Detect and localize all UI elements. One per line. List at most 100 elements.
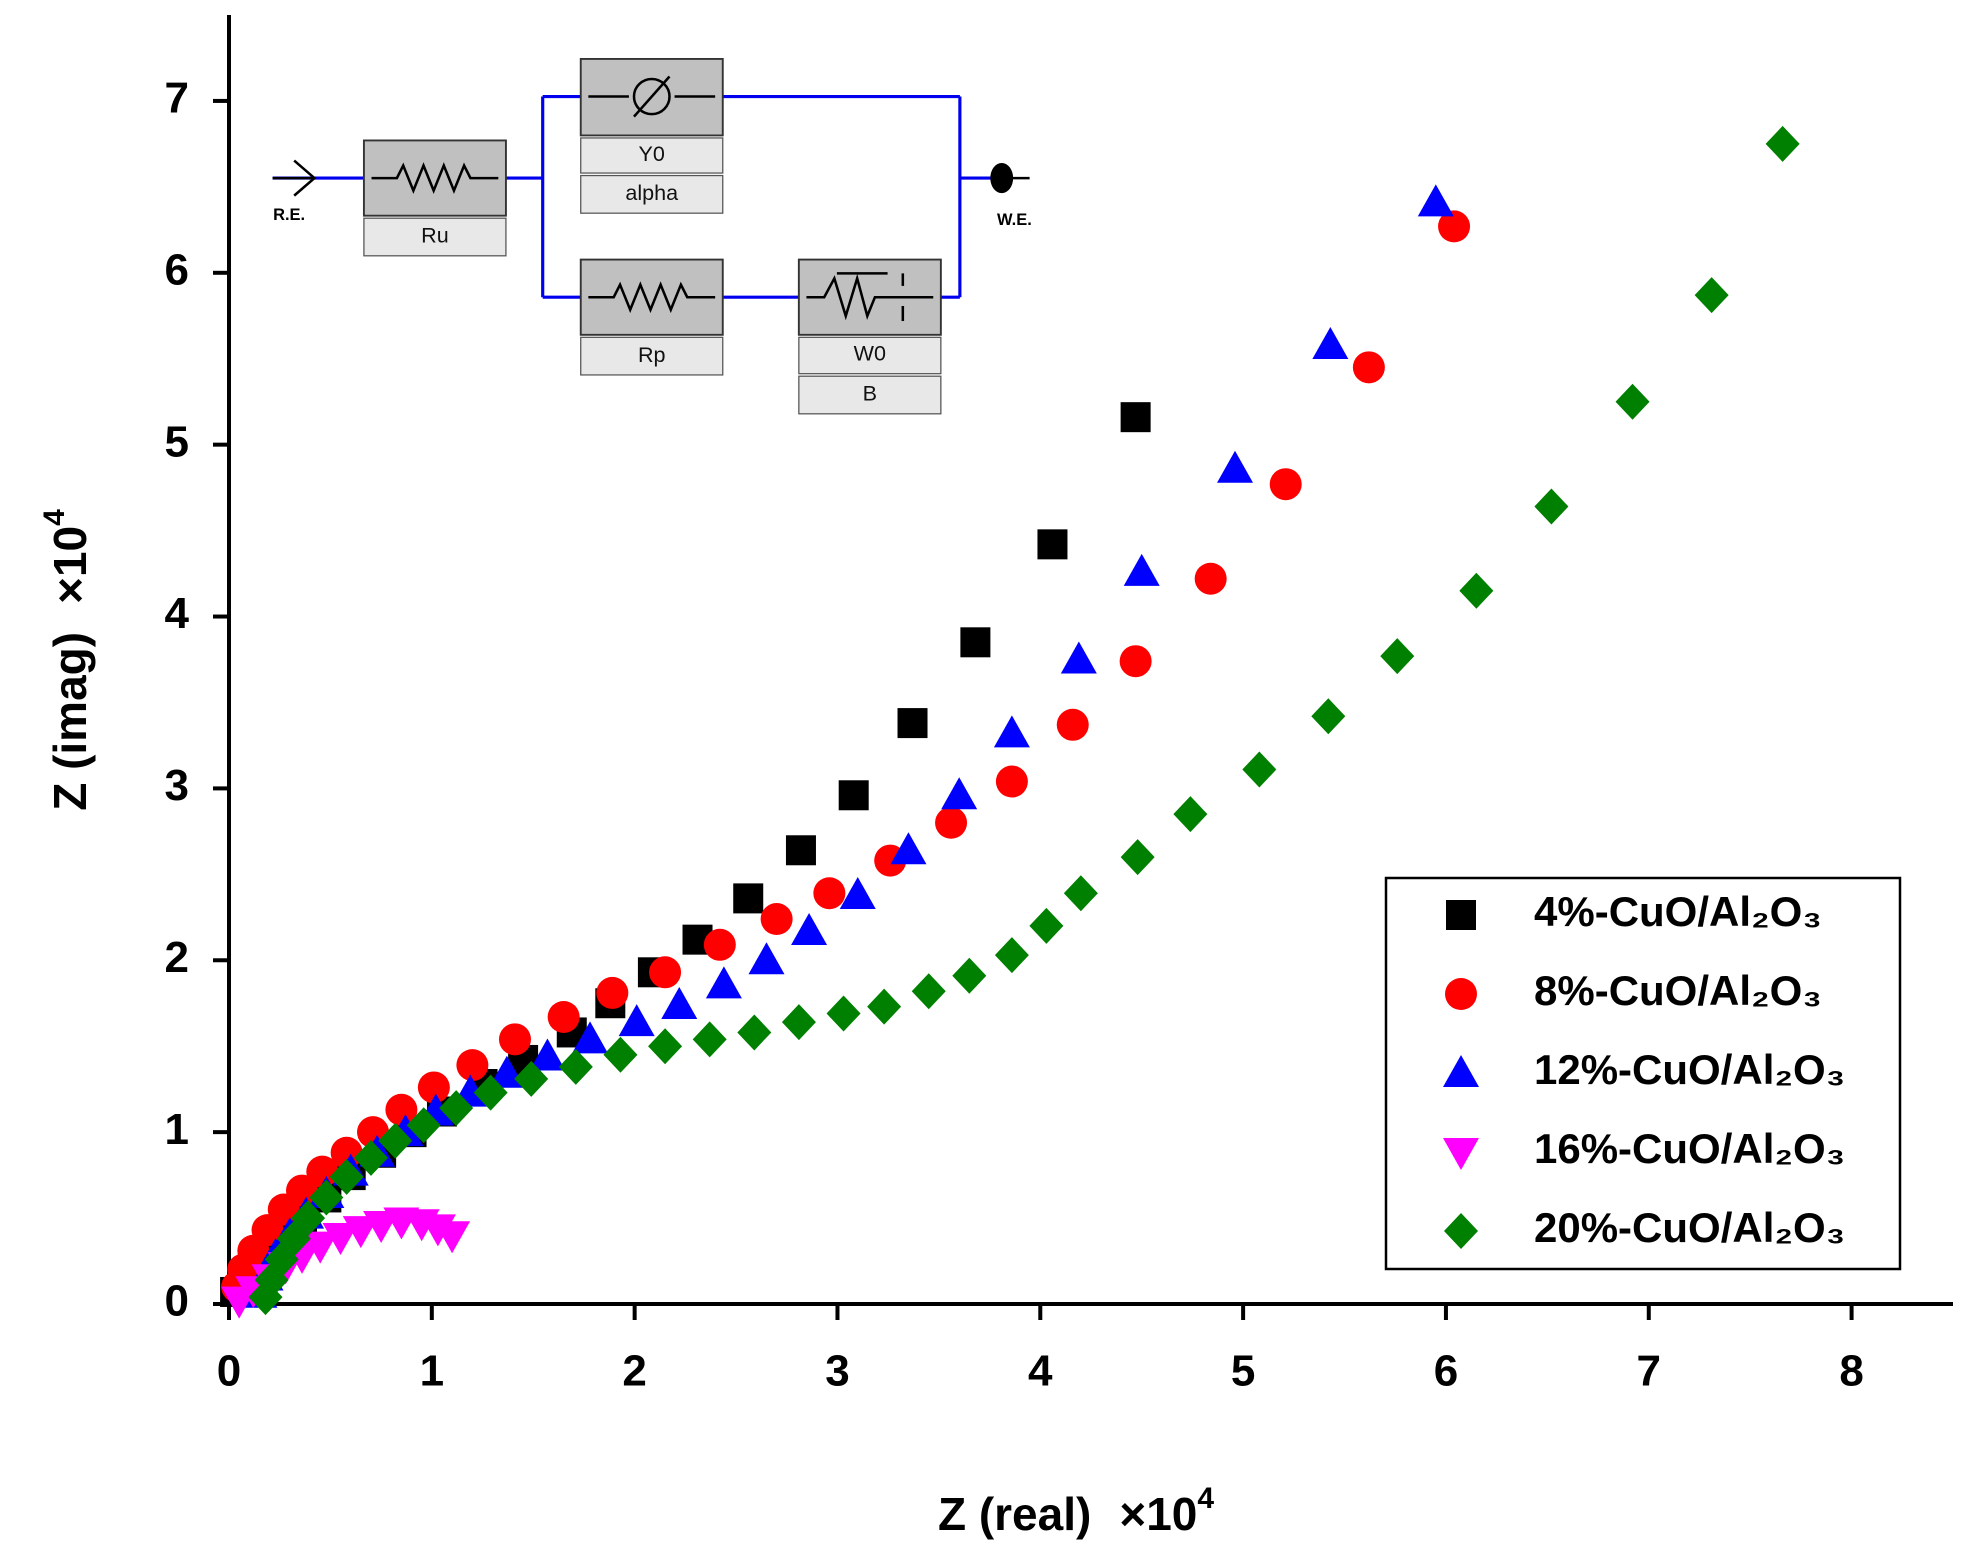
inset-label: Ru bbox=[421, 224, 449, 248]
marker-diamond bbox=[558, 1048, 593, 1085]
x-exponent: 4 bbox=[1197, 1482, 1214, 1515]
marker-circle bbox=[935, 806, 968, 839]
marker-diamond bbox=[1120, 839, 1155, 876]
marker-diamond bbox=[309, 1179, 344, 1216]
marker-triangle bbox=[661, 986, 698, 1019]
marker-diamond bbox=[1459, 572, 1494, 609]
legend-label: 12%-CuO/Al₂O₃ bbox=[1534, 1046, 1845, 1093]
marker-square bbox=[1446, 900, 1476, 930]
marker-circle bbox=[649, 956, 682, 989]
marker-circle bbox=[1269, 468, 1302, 501]
inset-label: B bbox=[863, 382, 877, 406]
x-tick-label: 8 bbox=[1839, 1347, 1863, 1396]
inset-label: R.E. bbox=[273, 206, 305, 224]
marker-triangle bbox=[839, 876, 876, 909]
marker-diamond bbox=[603, 1036, 638, 1073]
marker-circle bbox=[760, 903, 793, 936]
marker-square bbox=[960, 627, 991, 658]
y-tick-label: 6 bbox=[165, 245, 189, 294]
marker-diamond bbox=[867, 988, 902, 1025]
marker-diamond bbox=[329, 1158, 364, 1195]
marker-triangle bbox=[618, 1004, 655, 1037]
marker-square bbox=[785, 835, 816, 866]
marker-square bbox=[838, 780, 869, 811]
marker-diamond bbox=[406, 1107, 441, 1144]
marker-triangle-down bbox=[302, 1231, 339, 1264]
marker-circle bbox=[995, 765, 1028, 798]
inset-label: W.E. bbox=[997, 211, 1032, 229]
marker-triangle bbox=[1217, 450, 1254, 483]
marker-diamond bbox=[439, 1090, 474, 1127]
inset-label: Rp bbox=[638, 343, 666, 367]
marker-square bbox=[1120, 402, 1151, 433]
marker-diamond bbox=[737, 1014, 772, 1051]
legend-label: 20%-CuO/Al₂O₃ bbox=[1534, 1204, 1845, 1251]
legend-label: 8%-CuO/Al₂O₃ bbox=[1534, 967, 1822, 1014]
marker-square bbox=[733, 883, 764, 914]
marker-circle bbox=[1445, 978, 1477, 1010]
marker-triangle bbox=[791, 913, 828, 946]
marker-diamond bbox=[994, 937, 1029, 974]
marker-circle bbox=[596, 976, 629, 1009]
y-tick-label: 1 bbox=[165, 1105, 189, 1154]
marker-triangle bbox=[1060, 641, 1097, 674]
marker-triangle-down bbox=[342, 1216, 379, 1249]
marker-diamond bbox=[291, 1200, 326, 1237]
marker-diamond bbox=[826, 995, 861, 1032]
plot-area: 0 1 2 3 4 5 6 7 8 0 1 2 3 4 5 6 7 4%-CuO/Al₂O₃ 8%-CuO/Al₂O… bbox=[165, 15, 1953, 1396]
x-axis-label: Z (real) ×104 bbox=[938, 1482, 1214, 1540]
marker-diamond bbox=[1242, 751, 1277, 788]
inset-label: Y0 bbox=[639, 142, 665, 166]
marker-square bbox=[897, 708, 928, 739]
marker-circle bbox=[498, 1023, 531, 1056]
x-tick-label: 7 bbox=[1637, 1347, 1661, 1396]
x-tick-label: 6 bbox=[1434, 1347, 1458, 1396]
y-axis-label: Z (imag) ×104 bbox=[38, 509, 96, 811]
marker-diamond bbox=[648, 1028, 683, 1065]
marker-diamond bbox=[1173, 796, 1208, 833]
re-arrow bbox=[272, 159, 317, 197]
marker-triangle bbox=[705, 966, 742, 999]
marker-circle bbox=[1352, 351, 1385, 384]
y-tick-label: 7 bbox=[165, 74, 189, 123]
marker-diamond bbox=[473, 1074, 508, 1111]
symbols bbox=[371, 75, 934, 322]
marker-circle bbox=[385, 1093, 418, 1126]
x-tick-label: 4 bbox=[1028, 1347, 1053, 1396]
legend-label: 16%-CuO/Al₂O₃ bbox=[1534, 1125, 1845, 1172]
marker-triangle bbox=[529, 1038, 566, 1071]
inset-label: alpha bbox=[625, 181, 678, 205]
inset-label: W0 bbox=[854, 342, 886, 366]
y-tick-label: 2 bbox=[165, 933, 189, 982]
marker-diamond bbox=[1311, 698, 1346, 735]
marker-circle bbox=[1119, 645, 1152, 678]
y-label-text: Z (imag) bbox=[44, 632, 96, 811]
marker-diamond bbox=[1444, 1213, 1478, 1249]
marker-diamond bbox=[692, 1021, 727, 1058]
marker-circle bbox=[417, 1071, 450, 1104]
marker-circle bbox=[1438, 210, 1471, 243]
x-tick-label: 1 bbox=[420, 1347, 444, 1396]
x-tick-label: 3 bbox=[825, 1347, 849, 1396]
marker-triangle bbox=[941, 777, 978, 810]
marker-triangle bbox=[1123, 553, 1160, 586]
y-multiplier: ×10 bbox=[44, 526, 96, 604]
marker-triangle bbox=[1417, 184, 1454, 217]
marker-square bbox=[1037, 529, 1068, 560]
marker-diamond bbox=[781, 1004, 816, 1041]
y-exponent: 4 bbox=[38, 509, 71, 526]
x-multiplier: ×10 bbox=[1119, 1488, 1197, 1540]
marker-triangle bbox=[890, 832, 927, 865]
circuit-inset: Ru Y0 alpha Rp W0 B R.E. W.E. bbox=[272, 57, 1032, 415]
marker-diamond bbox=[353, 1139, 388, 1176]
marker-circle bbox=[1056, 708, 1089, 741]
marker-triangle bbox=[1312, 326, 1349, 359]
marker-circle bbox=[813, 877, 846, 910]
we-dot bbox=[990, 163, 1014, 194]
x-tick-label: 0 bbox=[217, 1347, 241, 1396]
marker-triangle bbox=[748, 942, 785, 975]
y-tick-label: 0 bbox=[165, 1277, 189, 1326]
marker-triangle bbox=[572, 1021, 609, 1054]
y-tick-label: 3 bbox=[165, 761, 189, 810]
